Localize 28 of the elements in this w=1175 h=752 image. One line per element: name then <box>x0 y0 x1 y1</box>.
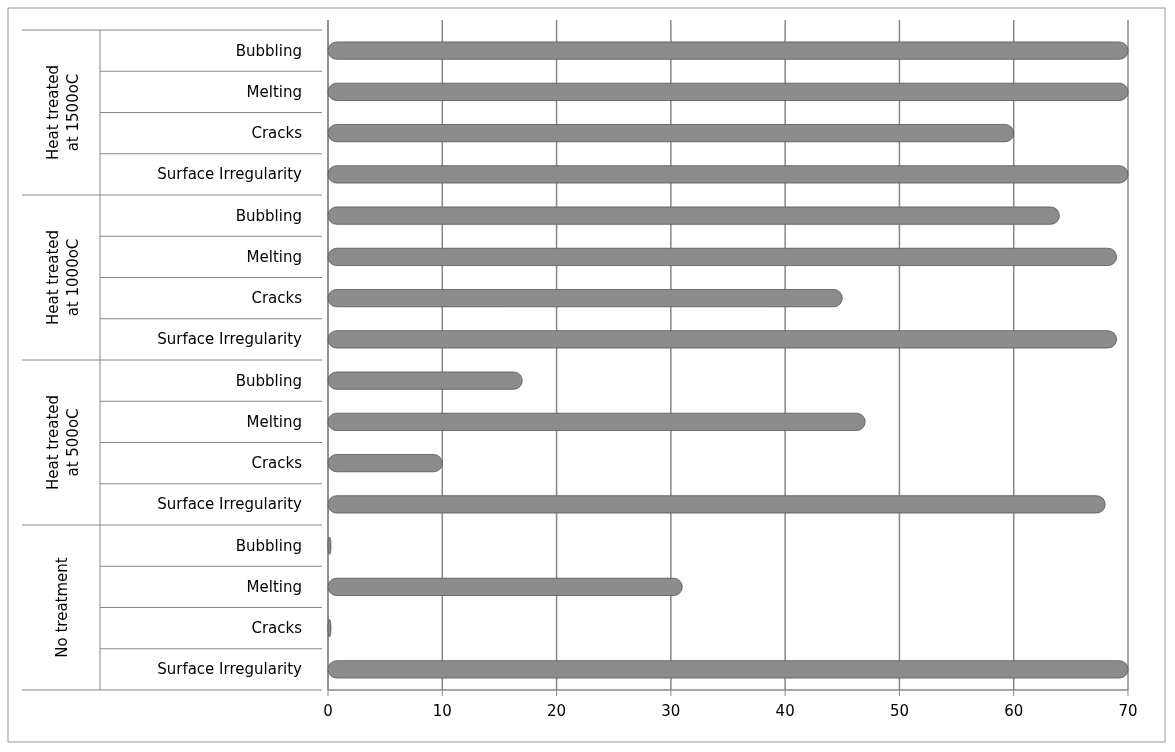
text: No treatment <box>53 557 71 658</box>
y-tick-label: Cracks <box>251 289 303 308</box>
y-tick-label: Cracks <box>251 619 303 638</box>
x-tick-label: 30 <box>661 702 681 720</box>
x-tick-label: 40 <box>775 702 795 720</box>
y-tick-label: Bubbling <box>235 536 302 555</box>
y-tick-label: Melting <box>246 412 302 431</box>
y-tick-label: Melting <box>246 577 302 596</box>
y-tick-label: Cracks <box>251 454 303 473</box>
y-tick-label: Surface Irregularity <box>157 660 303 679</box>
x-tick-label: 70 <box>1118 702 1138 720</box>
y-tick-label: Surface Irregularity <box>157 165 303 184</box>
y-tick-label: Melting <box>246 82 302 101</box>
y-tick-label: Melting <box>246 247 302 266</box>
x-tick-label: 60 <box>1004 702 1024 720</box>
text: Heat treated at 1000oC <box>44 229 82 326</box>
y-tick-label: Bubbling <box>235 206 302 225</box>
y-tick-label: Cracks <box>251 124 303 143</box>
y-tick-label: Surface Irregularity <box>157 330 303 349</box>
x-tick-label: 50 <box>889 702 909 720</box>
y-tick-label: Bubbling <box>235 371 302 390</box>
x-tick-label: 0 <box>323 702 333 720</box>
x-tick-label: 10 <box>432 702 452 720</box>
x-tick-label: 20 <box>547 702 567 720</box>
text: Heat treated at 500oC <box>44 394 82 491</box>
y-tick-label: Surface Irregularity <box>157 495 303 514</box>
text: Heat treated at 1500oC <box>44 64 82 161</box>
y-tick-label: Bubbling <box>235 41 302 60</box>
